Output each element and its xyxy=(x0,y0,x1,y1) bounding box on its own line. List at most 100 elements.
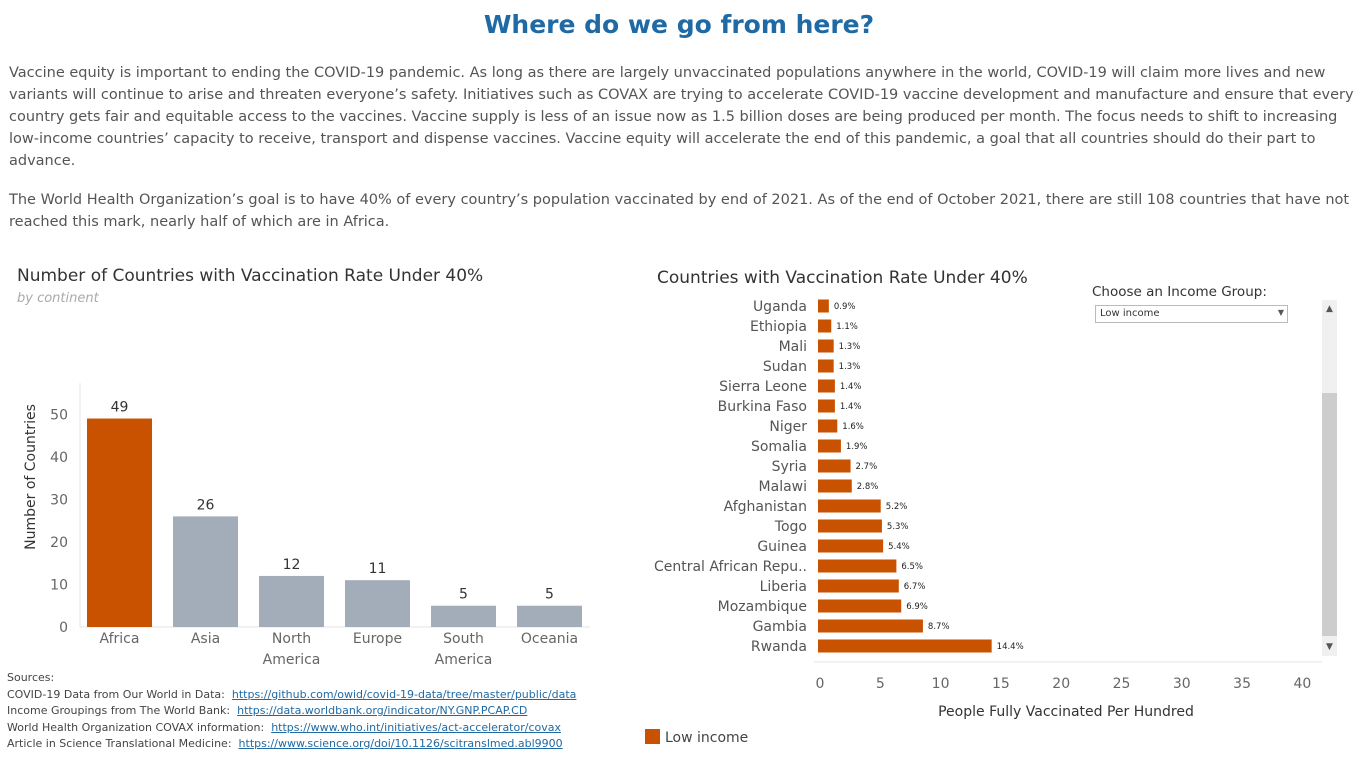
bar-gambia xyxy=(818,619,923,633)
data-label: 12 xyxy=(283,557,301,573)
income-filter-label: Choose an Income Group: xyxy=(1092,284,1267,300)
data-label: 5 xyxy=(545,587,554,603)
source-link[interactable]: https://www.science.org/doi/10.1126/scit… xyxy=(238,737,563,750)
source-line: Income Groupings from The World Bank: ht… xyxy=(7,703,576,720)
bar-sudan xyxy=(818,359,834,373)
country-label: Niger xyxy=(769,419,807,435)
bar-sierra-leone xyxy=(818,379,835,393)
data-label: 5.2% xyxy=(886,502,908,512)
bar-rwanda xyxy=(818,639,992,653)
data-label: 26 xyxy=(197,497,215,513)
bar-mozambique xyxy=(818,599,902,613)
data-label: 11 xyxy=(369,561,387,577)
bar-somalia xyxy=(818,439,841,453)
bar-togo xyxy=(818,519,882,533)
data-label: 1.6% xyxy=(842,422,864,432)
country-label: Liberia xyxy=(760,579,807,595)
bar-burkina-faso xyxy=(818,399,835,413)
bar-syria xyxy=(818,459,851,473)
bar-malawi xyxy=(818,479,852,493)
data-label: 1.4% xyxy=(840,382,862,392)
bar-ethiopia xyxy=(818,319,832,333)
chevron-down-icon: ▼ xyxy=(1277,308,1284,317)
country-bar-chart[interactable]: Uganda 0.9% Ethiopia 1.1% Mali 1.3% Sudan 1.3% S… xyxy=(640,295,1330,720)
bar-afghanistan xyxy=(818,499,881,513)
country-label: Togo xyxy=(774,519,807,535)
scroll-thumb[interactable] xyxy=(1322,393,1337,636)
y-tick-label: 20 xyxy=(50,535,68,551)
country-label: Somalia xyxy=(751,439,807,455)
x-tick-label: 25 xyxy=(1113,676,1131,692)
page-title: Where do we go from here? xyxy=(483,10,875,39)
country-label: Sierra Leone xyxy=(719,379,807,395)
x-axis-label: People Fully Vaccinated Per Hundred xyxy=(938,704,1194,720)
data-label: 5.3% xyxy=(887,522,909,532)
scroll-down-icon[interactable]: ▼ xyxy=(1326,642,1333,652)
continent-bar-chart[interactable]: Number of Countries 0 10 20 30 40 50 49 Africa 26… xyxy=(0,330,600,670)
source-line: World Health Organization COVAX informat… xyxy=(7,720,576,737)
y-tick-label: 50 xyxy=(50,407,68,423)
bar-uganda xyxy=(818,299,829,313)
x-tick-label: Asia xyxy=(191,631,220,647)
country-label: Afghanistan xyxy=(724,499,807,515)
bar-guinea xyxy=(818,539,884,553)
legend: Low income xyxy=(645,729,748,746)
country-label: Malawi xyxy=(759,479,807,495)
sources-heading: Sources: xyxy=(7,671,55,684)
country-label: Central African Repu.. xyxy=(654,559,807,575)
x-tick-label: 20 xyxy=(1052,676,1070,692)
country-label: Mali xyxy=(779,339,807,355)
x-tick-label: 35 xyxy=(1233,676,1251,692)
data-label: 2.7% xyxy=(856,462,878,472)
data-label: 1.3% xyxy=(839,342,861,352)
x-tick-label: America xyxy=(263,652,321,668)
source-label: Income Groupings from The World Bank: xyxy=(7,704,231,717)
y-tick-label: 40 xyxy=(50,450,68,466)
chart-scrollbar[interactable]: ▲ ▼ xyxy=(1322,300,1337,656)
x-tick-label: Europe xyxy=(353,631,402,647)
x-tick-label: 30 xyxy=(1173,676,1191,692)
country-label: Rwanda xyxy=(751,639,807,655)
bar-oceania xyxy=(517,605,582,627)
country-label: Ethiopia xyxy=(750,319,807,335)
source-link[interactable]: https://github.com/owid/covid-19-data/tr… xyxy=(231,687,577,701)
who-goal-paragraph: The World Health Organization’s goal is … xyxy=(9,192,1350,230)
sources-block: Sources: COVID-19 Data from Our World in… xyxy=(7,670,576,753)
source-link[interactable]: https://www.who.int/initiatives/act-acce… xyxy=(271,720,561,734)
source-link[interactable]: https://data.worldbank.org/indicator/NY.… xyxy=(237,704,528,717)
data-label: 1.1% xyxy=(836,322,858,332)
continent-chart-title: Number of Countries with Vaccination Rat… xyxy=(17,266,484,286)
bar-liberia xyxy=(818,579,899,593)
bar-mali xyxy=(818,339,834,353)
source-line: COVID-19 Data from Our World in Data: ht… xyxy=(7,687,576,704)
data-label: 6.5% xyxy=(901,562,923,572)
scroll-up-icon[interactable]: ▲ xyxy=(1326,304,1333,314)
country-label: Sudan xyxy=(763,359,807,375)
bar-north-america xyxy=(259,575,324,627)
x-tick-label: 5 xyxy=(876,676,885,692)
x-tick-label: Africa xyxy=(100,631,140,647)
data-label: 8.7% xyxy=(928,622,950,632)
legend-label: Low income xyxy=(665,730,749,746)
bar-africa xyxy=(87,418,152,627)
x-tick-label: Oceania xyxy=(521,631,578,647)
data-label: 0.9% xyxy=(834,302,856,312)
income-group-dropdown[interactable]: Low income ▼ xyxy=(1095,305,1288,323)
x-tick-label: North xyxy=(272,631,311,647)
y-tick-label: 0 xyxy=(59,620,68,636)
bar-south-america xyxy=(431,605,496,627)
x-tick-label: South xyxy=(443,631,484,647)
country-chart-title: Countries with Vaccination Rate Under 40… xyxy=(657,268,1028,288)
data-label: 5.4% xyxy=(888,542,910,552)
country-label: Burkina Faso xyxy=(718,399,807,415)
country-label: Uganda xyxy=(753,299,807,315)
x-tick-label: 10 xyxy=(932,676,950,692)
source-line: Article in Science Translational Medicin… xyxy=(7,736,576,753)
legend-swatch xyxy=(645,729,660,744)
data-label: 6.9% xyxy=(906,602,928,612)
data-label: 2.8% xyxy=(857,482,879,492)
bar-europe xyxy=(345,580,410,627)
country-label: Syria xyxy=(772,459,807,475)
bar-niger xyxy=(818,419,838,433)
y-tick-label: 10 xyxy=(50,577,68,593)
